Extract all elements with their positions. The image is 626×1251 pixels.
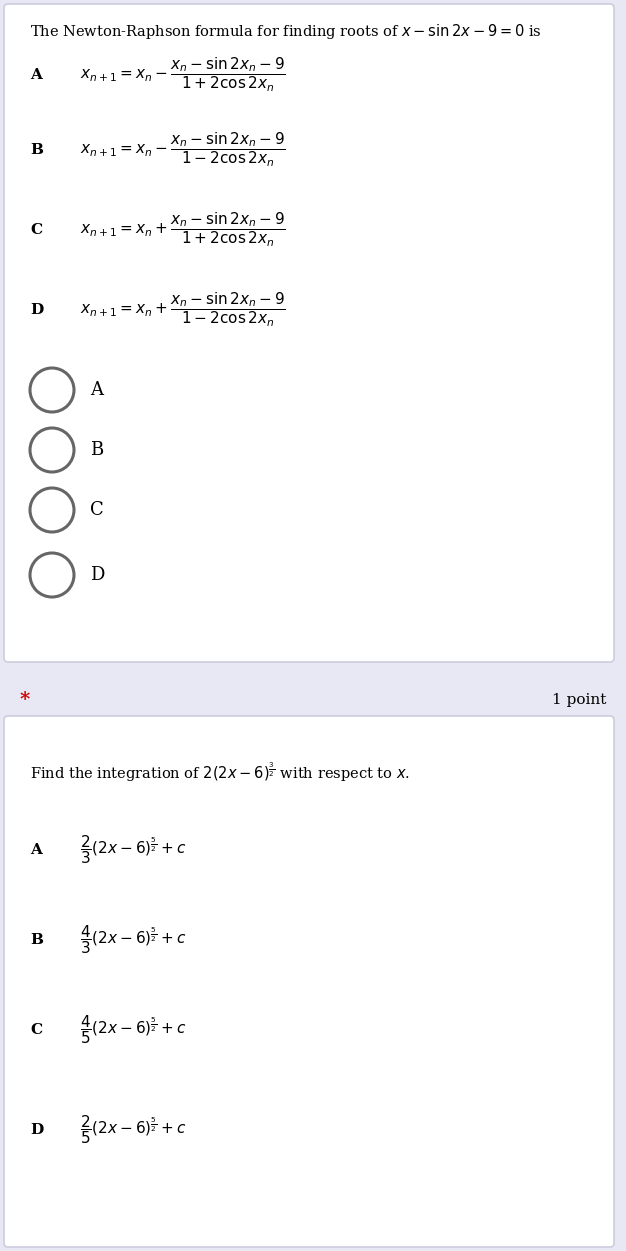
Text: A: A <box>90 382 103 399</box>
Text: D: D <box>30 1123 43 1137</box>
Text: $x_{n+1} = x_n - \dfrac{x_n - \sin 2x_n - 9}{1-2\cos 2x_n}$: $x_{n+1} = x_n - \dfrac{x_n - \sin 2x_n … <box>80 131 286 169</box>
Text: A: A <box>30 68 42 83</box>
Text: *: * <box>20 691 30 709</box>
Text: D: D <box>30 303 43 317</box>
Text: The Newton-Raphson formula for finding roots of $x-\sin 2x-9=0$ is: The Newton-Raphson formula for finding r… <box>30 23 542 41</box>
Text: $x_{n+1} = x_n - \dfrac{x_n - \sin 2x_n - 9}{1+2\cos 2x_n}$: $x_{n+1} = x_n - \dfrac{x_n - \sin 2x_n … <box>80 56 286 94</box>
FancyBboxPatch shape <box>4 716 614 1247</box>
Text: C: C <box>30 1023 42 1037</box>
Text: B: B <box>90 442 103 459</box>
FancyBboxPatch shape <box>4 4 614 662</box>
Text: Find the integration of $2(2x-6)^{\frac{3}{2}}$ with respect to $x$.: Find the integration of $2(2x-6)^{\frac{… <box>30 761 410 784</box>
Text: C: C <box>90 500 104 519</box>
Text: B: B <box>30 143 43 156</box>
Text: $\dfrac{4}{5}(2x-6)^{\frac{5}{2}}+c$: $\dfrac{4}{5}(2x-6)^{\frac{5}{2}}+c$ <box>80 1013 187 1046</box>
Text: C: C <box>30 223 42 236</box>
Text: 1 point: 1 point <box>552 693 606 707</box>
Text: $\dfrac{2}{3}(2x-6)^{\frac{5}{2}}+c$: $\dfrac{2}{3}(2x-6)^{\frac{5}{2}}+c$ <box>80 833 187 867</box>
Text: $\dfrac{4}{3}(2x-6)^{\frac{5}{2}}+c$: $\dfrac{4}{3}(2x-6)^{\frac{5}{2}}+c$ <box>80 923 187 956</box>
Text: D: D <box>90 565 105 584</box>
Text: A: A <box>30 843 42 857</box>
Text: B: B <box>30 933 43 947</box>
Text: $x_{n+1} = x_n + \dfrac{x_n - \sin 2x_n - 9}{1+2\cos 2x_n}$: $x_{n+1} = x_n + \dfrac{x_n - \sin 2x_n … <box>80 211 286 249</box>
Text: $x_{n+1} = x_n + \dfrac{x_n - \sin 2x_n - 9}{1-2\cos 2x_n}$: $x_{n+1} = x_n + \dfrac{x_n - \sin 2x_n … <box>80 291 286 329</box>
Text: $\dfrac{2}{5}(2x-6)^{\frac{5}{2}}+c$: $\dfrac{2}{5}(2x-6)^{\frac{5}{2}}+c$ <box>80 1113 187 1146</box>
